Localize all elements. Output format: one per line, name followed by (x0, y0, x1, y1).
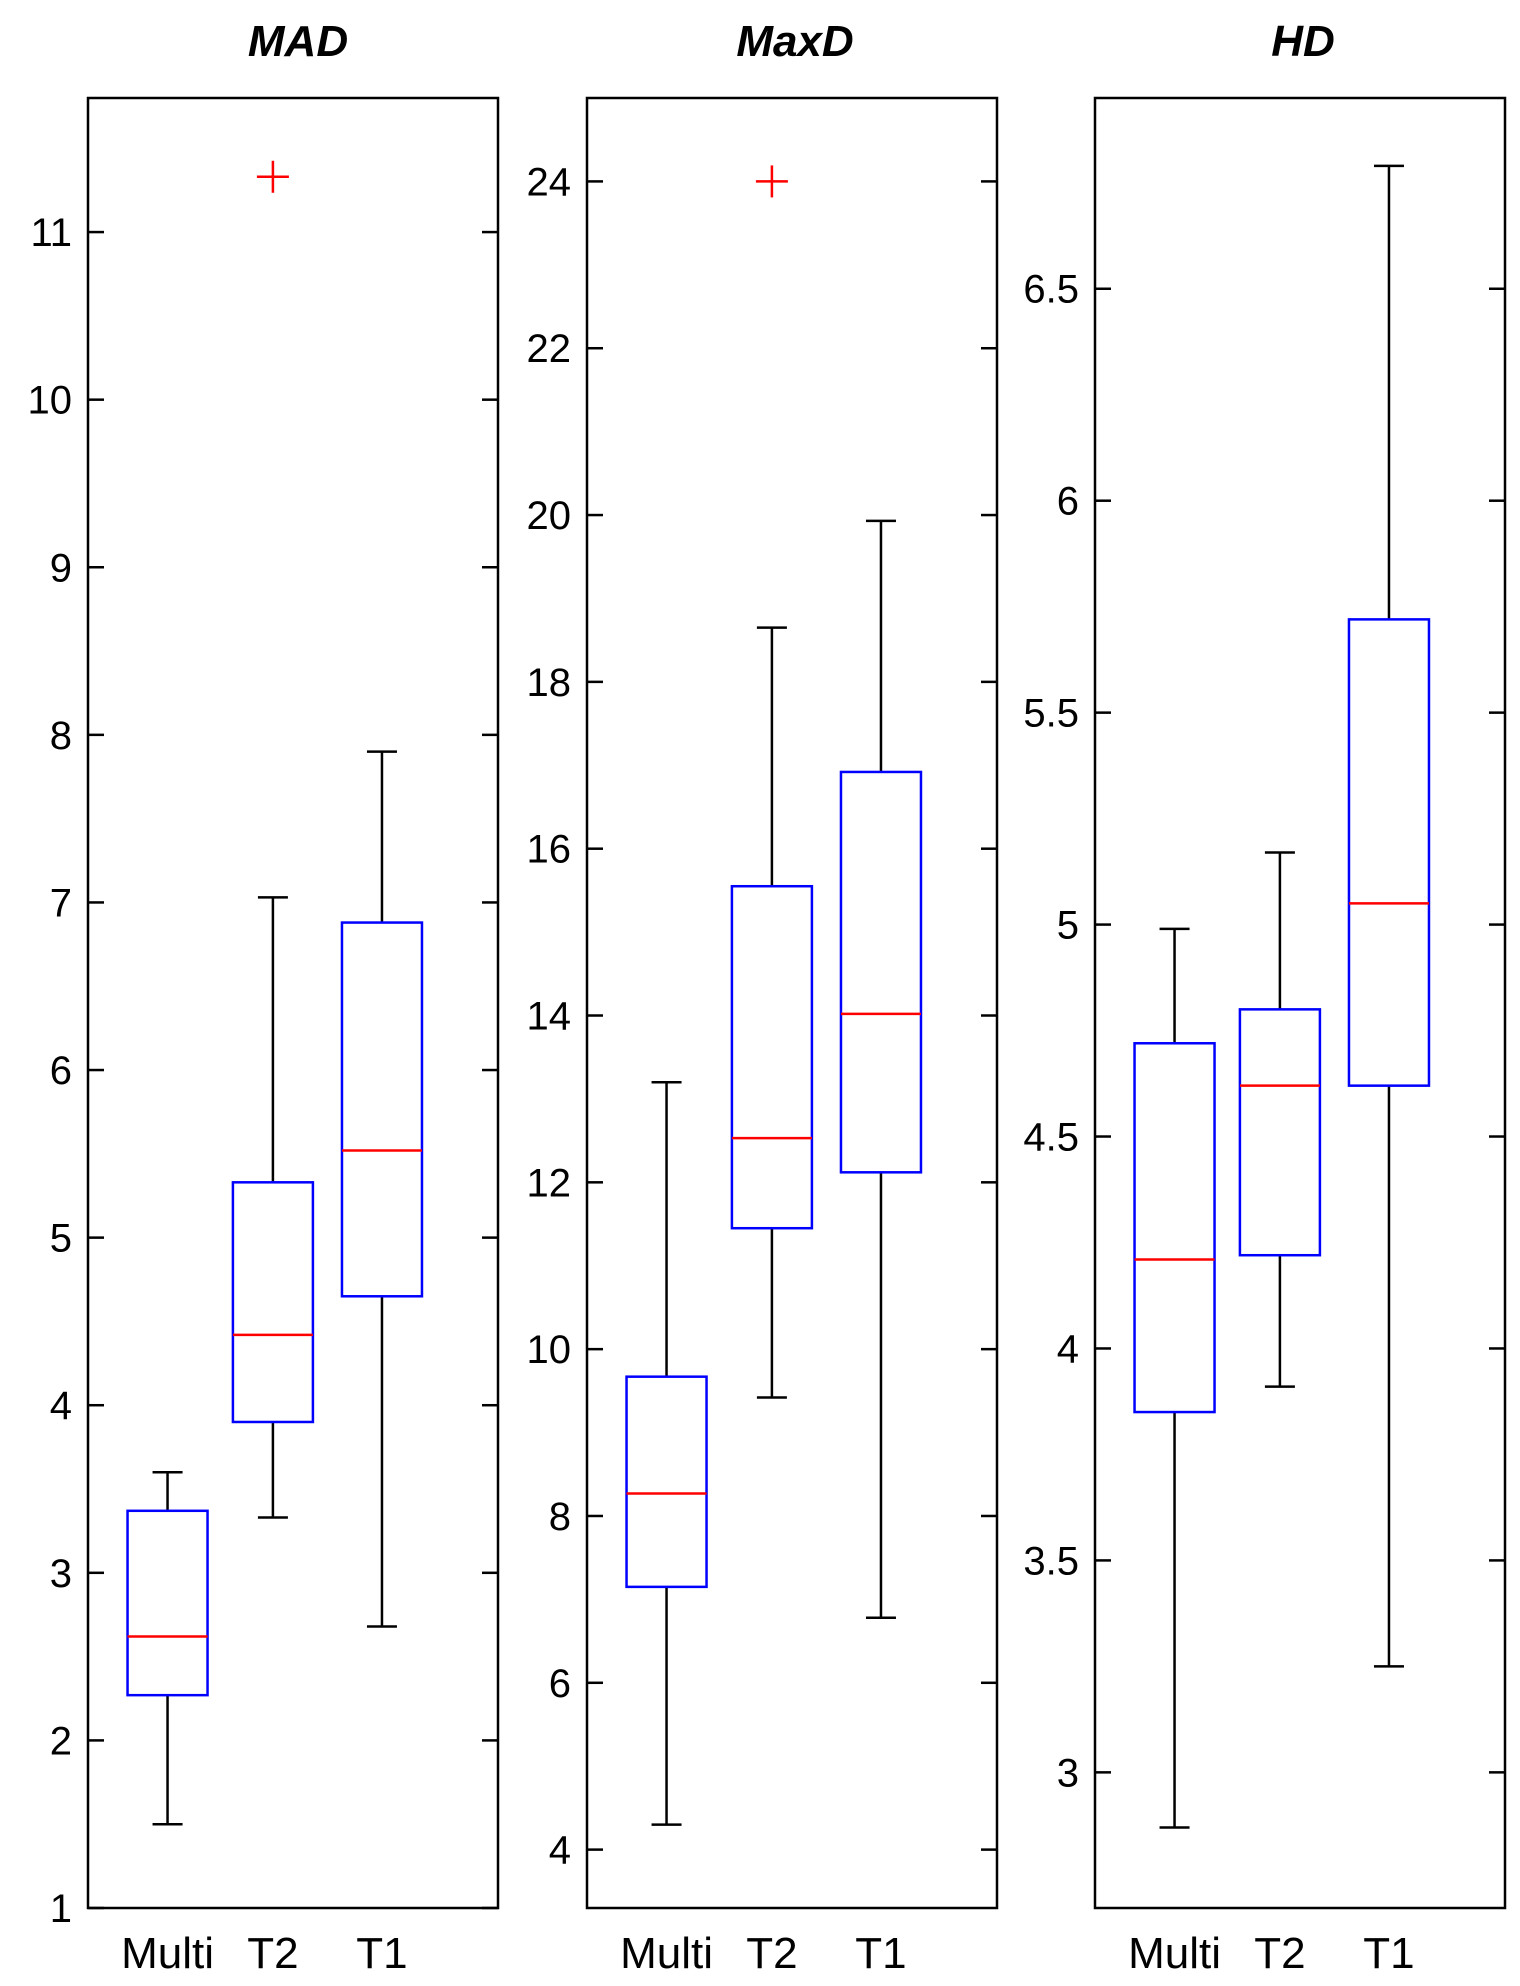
box-multi (126, 1471, 209, 1826)
y-tick-label: 3 (50, 1552, 72, 1596)
x-tick-label-t1: T1 (356, 1929, 407, 1978)
y-tick-label: 6 (1057, 480, 1079, 524)
box-t1 (340, 750, 424, 1628)
y-tick-label: 8 (549, 1495, 571, 1539)
iqr-box (625, 1375, 708, 1589)
box-t2 (730, 165, 814, 1399)
y-tick-label: 8 (50, 714, 72, 758)
iqr-box (1238, 1008, 1322, 1257)
y-tick-label: 14 (527, 995, 572, 1039)
y-tick-label: 2 (50, 1719, 72, 1763)
y-tick-label: 5 (50, 1217, 72, 1261)
y-tick-label: 5 (1057, 904, 1079, 948)
x-tick-label-multi: Multi (620, 1929, 713, 1978)
y-tick-label: 20 (527, 494, 572, 538)
iqr-box (1133, 1042, 1216, 1414)
y-tick-label: 6.5 (1023, 268, 1079, 312)
y-tick-label: 4 (50, 1384, 72, 1428)
chart-panel-hd: HD 3 3.5 4 4.5 5 5.5 6 6.5 Multi T2 T1 (1023, 17, 1507, 1978)
y-tick-label: 22 (527, 327, 572, 371)
box-t1 (839, 519, 923, 1619)
y-tick-label: 24 (527, 160, 572, 204)
chart-title: HD (1271, 17, 1335, 66)
iqr-box (340, 921, 424, 1298)
chart-panel-maxd: MaxD 4 6 8 10 12 14 16 18 20 22 24 Multi T2 T1 (527, 17, 999, 1978)
x-tick-label-multi: Multi (1128, 1929, 1221, 1978)
y-tick-label: 1 (50, 1887, 72, 1931)
chart-title: MaxD (736, 17, 853, 66)
y-tick-label: 10 (527, 1328, 572, 1372)
outlier-marker (256, 160, 289, 193)
outlier-marker (755, 165, 788, 198)
axes-frame (1093, 96, 1507, 1910)
y-tick-label: 4 (1057, 1327, 1079, 1371)
y-tick-label: 7 (50, 881, 72, 925)
y-tick-label: 6 (50, 1049, 72, 1093)
x-tick-label-t2: T2 (746, 1929, 797, 1978)
y-tick-label: 3 (1057, 1751, 1079, 1795)
x-tick-label-t2: T2 (247, 1929, 298, 1978)
y-tick-label: 11 (30, 211, 72, 255)
axes-frame (585, 96, 999, 1910)
y-tick-label: 4.5 (1023, 1116, 1079, 1160)
y-tick-label: 9 (50, 546, 72, 590)
x-tick-label-multi: Multi (121, 1929, 214, 1978)
y-tick-label: 4 (549, 1829, 571, 1873)
iqr-box (126, 1509, 209, 1697)
iqr-box (1347, 618, 1431, 1087)
y-tick-label: 3.5 (1023, 1539, 1079, 1583)
chart-panel-mad: MAD 1 2 3 4 5 6 7 8 9 10 11 Multi T2 T1 (28, 17, 500, 1978)
y-tick-label: 12 (527, 1161, 572, 1205)
box-t2 (1238, 851, 1322, 1388)
y-tick-label: 6 (549, 1662, 571, 1706)
box-multi (625, 1080, 708, 1826)
axes-frame (86, 96, 500, 1910)
x-tick-label-t1: T1 (855, 1929, 906, 1978)
x-tick-label-t1: T1 (1363, 1929, 1414, 1978)
iqr-box (231, 1181, 315, 1424)
chart-title: MAD (248, 17, 348, 66)
x-tick-label-t2: T2 (1254, 1929, 1305, 1978)
y-tick-label: 16 (527, 828, 572, 872)
y-tick-label: 18 (527, 661, 572, 705)
iqr-box (730, 884, 814, 1230)
box-multi (1133, 927, 1216, 1829)
box-t2 (231, 160, 315, 1519)
y-tick-label: 5.5 (1023, 692, 1079, 736)
iqr-box (839, 770, 923, 1174)
y-tick-label: 10 (28, 379, 73, 423)
box-t1 (1347, 164, 1431, 1668)
